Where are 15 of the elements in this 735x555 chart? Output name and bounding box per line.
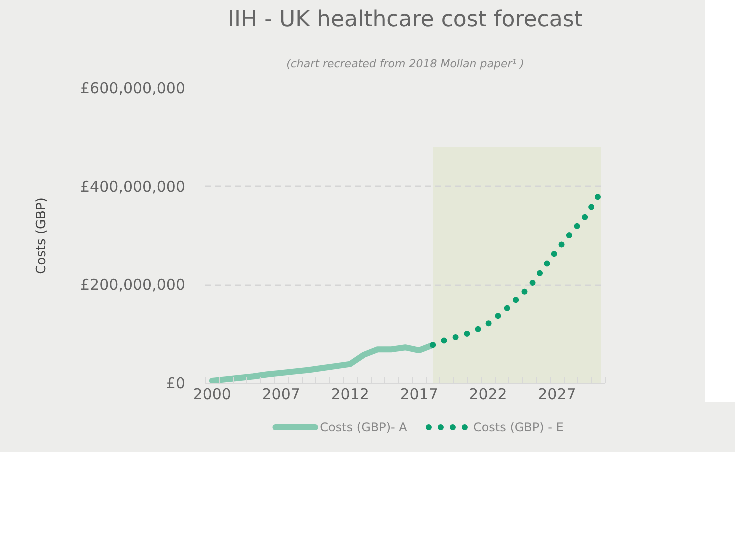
y-tick-label: £600,000,000	[80, 80, 186, 98]
x-tick-label: 2012	[331, 386, 370, 404]
x-tick-label: 2022	[469, 386, 508, 404]
y-tick-label: £400,000,000	[80, 178, 186, 196]
y-tick-label: £200,000,000	[80, 276, 186, 294]
x-tick-label: 2007	[262, 386, 300, 404]
chart-subtitle: (chart recreated from 2018 Mollan paper¹ )	[286, 58, 524, 70]
y-axis-title: Costs (GBP)	[34, 198, 50, 274]
x-tick-label: 2027	[538, 386, 576, 404]
x-tick-label: 2000	[193, 386, 232, 404]
y-tick-label: £0	[166, 374, 186, 392]
x-tick-label: 2017	[400, 386, 438, 404]
legend-label: Costs (GBP) - E	[473, 420, 564, 434]
chart-title: IIH - UK healthcare cost forecast	[228, 8, 584, 32]
legend-label: Costs (GBP)- A	[320, 420, 408, 434]
